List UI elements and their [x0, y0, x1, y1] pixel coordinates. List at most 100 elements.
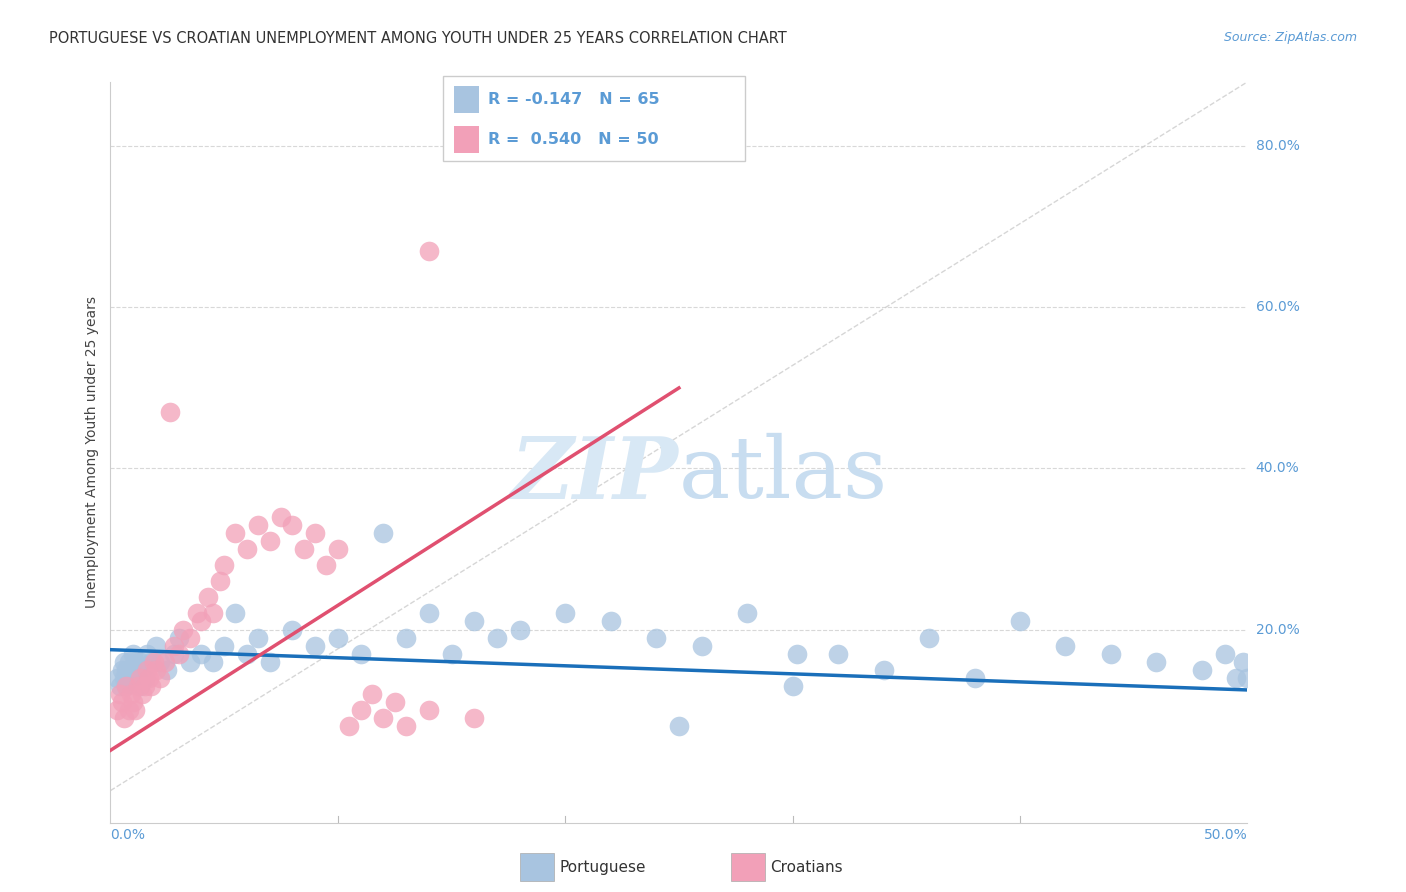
Point	[1008, 615, 1031, 629]
Point	[135, 647, 157, 661]
Point	[373, 525, 395, 540]
Point	[236, 541, 259, 556]
Point	[111, 695, 134, 709]
Point	[918, 631, 941, 645]
Point	[1054, 639, 1077, 653]
Point	[418, 244, 440, 258]
Point	[142, 655, 165, 669]
Point	[485, 631, 508, 645]
Point	[134, 679, 156, 693]
Point	[201, 655, 224, 669]
Point	[129, 671, 152, 685]
Point	[201, 607, 224, 621]
Point	[127, 663, 149, 677]
Point	[395, 631, 418, 645]
Point	[111, 663, 134, 677]
Point	[115, 679, 138, 693]
Point	[247, 631, 270, 645]
Point	[963, 671, 986, 685]
Point	[281, 517, 304, 532]
Text: Croatians: Croatians	[770, 860, 844, 874]
Point	[117, 671, 139, 685]
Point	[163, 647, 186, 661]
Point	[1232, 655, 1254, 669]
Point	[315, 558, 337, 573]
Point	[259, 655, 281, 669]
Y-axis label: Unemployment Among Youth under 25 years: Unemployment Among Youth under 25 years	[86, 296, 100, 608]
Point	[509, 623, 531, 637]
Point	[108, 687, 131, 701]
Point	[326, 541, 349, 556]
Point	[149, 655, 172, 669]
Point	[156, 663, 179, 677]
Point	[1236, 671, 1258, 685]
Point	[1213, 647, 1236, 661]
Point	[120, 663, 142, 677]
Point	[212, 639, 235, 653]
Point	[395, 719, 418, 733]
Point	[179, 631, 201, 645]
Text: 20.0%: 20.0%	[1256, 623, 1299, 637]
Point	[159, 405, 181, 419]
Point	[337, 719, 360, 733]
Point	[129, 679, 152, 693]
Point	[827, 647, 849, 661]
Point	[167, 647, 190, 661]
Point	[127, 679, 149, 693]
Point	[105, 703, 128, 717]
Point	[124, 703, 146, 717]
Point	[141, 679, 163, 693]
Point	[124, 655, 146, 669]
Text: Portuguese: Portuguese	[560, 860, 647, 874]
Point	[135, 663, 157, 677]
Point	[236, 647, 259, 661]
Point	[645, 631, 668, 645]
Point	[782, 679, 804, 693]
Point	[361, 687, 384, 701]
Point	[349, 647, 371, 661]
Point	[373, 711, 395, 725]
Point	[872, 663, 894, 677]
Point	[122, 671, 145, 685]
Text: R =  0.540   N = 50: R = 0.540 N = 50	[488, 132, 658, 147]
Point	[131, 663, 153, 677]
Point	[1099, 647, 1122, 661]
Point	[247, 517, 270, 532]
Point	[349, 703, 371, 717]
Point	[190, 647, 212, 661]
Point	[599, 615, 621, 629]
Point	[281, 623, 304, 637]
Point	[112, 711, 135, 725]
Text: 80.0%: 80.0%	[1256, 139, 1299, 153]
Point	[384, 695, 406, 709]
Point	[117, 703, 139, 717]
Point	[418, 703, 440, 717]
Point	[134, 671, 156, 685]
Point	[129, 655, 152, 669]
Text: ZIP: ZIP	[510, 433, 679, 516]
Point	[270, 509, 292, 524]
Point	[112, 655, 135, 669]
Point	[735, 607, 758, 621]
Point	[690, 639, 713, 653]
Point	[153, 655, 176, 669]
Point	[122, 695, 145, 709]
Point	[197, 591, 219, 605]
Text: 40.0%: 40.0%	[1256, 461, 1299, 475]
Point	[108, 679, 131, 693]
Point	[224, 525, 246, 540]
Text: 0.0%: 0.0%	[111, 828, 145, 842]
Point	[141, 655, 163, 669]
Text: Source: ZipAtlas.com: Source: ZipAtlas.com	[1223, 31, 1357, 45]
Point	[554, 607, 576, 621]
Point	[304, 525, 326, 540]
Point	[145, 639, 167, 653]
Point	[172, 623, 194, 637]
Point	[292, 541, 315, 556]
Point	[105, 671, 128, 685]
Point	[326, 631, 349, 645]
Text: 50.0%: 50.0%	[1204, 828, 1247, 842]
Point	[163, 639, 186, 653]
Point	[1191, 663, 1213, 677]
Point	[786, 647, 808, 661]
